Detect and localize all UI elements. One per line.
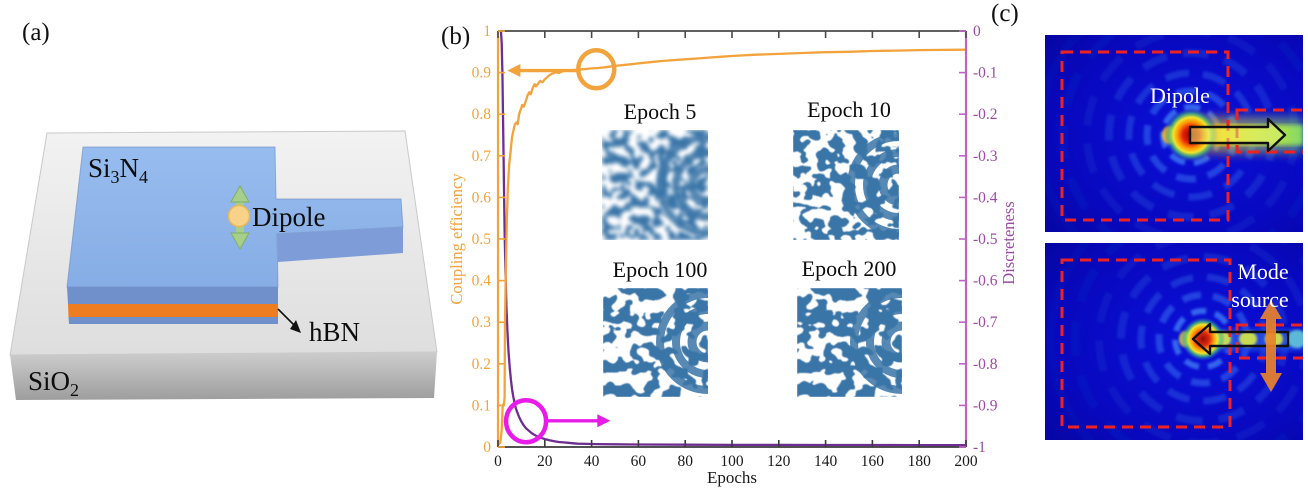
svg-text:0.5: 0.5 [472,231,492,248]
svg-text:-0.4: -0.4 [973,189,998,206]
substrate-front-face [10,352,437,400]
inset-title-epoch-10: Epoch 10 [807,97,891,122]
discreteness-curve [499,31,966,447]
svg-text:0.3: 0.3 [472,314,492,331]
svg-text:20: 20 [537,453,553,470]
svg-text:200: 200 [954,453,978,470]
field-map-mode-source: Mode source [1045,243,1303,440]
svg-text:0.1: 0.1 [472,397,491,414]
svg-text:-0.7: -0.7 [973,314,998,331]
hbn-label: hBN [309,317,360,347]
svg-text:0: 0 [973,23,981,40]
svg-text:0: 0 [483,439,491,456]
efficiency-callout-arrowhead-icon [507,64,521,78]
svg-text:-0.5: -0.5 [973,231,998,248]
mode-source-label-line1: Mode [1237,259,1288,284]
svg-text:160: 160 [861,453,885,470]
svg-text:180: 180 [908,453,932,470]
svg-text:0.8: 0.8 [472,106,492,123]
svg-text:-0.8: -0.8 [973,356,998,373]
svg-text:140: 140 [814,453,838,470]
panel-c-label: (c) [991,0,1019,27]
svg-text:-1: -1 [973,439,986,456]
svg-text:-0.9: -0.9 [973,397,998,414]
hbn-layer [68,304,278,317]
svg-text:-0.1: -0.1 [973,65,998,82]
discreteness-callout [503,397,611,445]
discreteness-callout-arrowhead-icon [597,414,611,428]
left-y-axis-label: Coupling efficiency [447,173,466,305]
sio2-label: SiO2 [28,366,79,400]
topology-pattern-epoch-10 [793,130,899,240]
panel-a-schematic: Si3N4 Dipole hBN SiO2 [9,130,438,400]
field-hotspot [1181,317,1225,361]
svg-text:120: 120 [767,453,791,470]
svg-text:0.2: 0.2 [472,356,491,373]
dipole-field-label: Dipole [1150,83,1210,108]
field-map-dipole: Dipole [1045,35,1303,232]
efficiency-callout [507,48,617,91]
svg-text:60: 60 [631,453,647,470]
mode-source-label-line2: source [1231,287,1288,312]
panel-b-label: (b) [441,23,471,50]
topology-pattern-epoch-5 [602,130,708,240]
inset-title-epoch-100: Epoch 100 [612,257,708,282]
dipole-marker [227,204,251,228]
inset-title-epoch-5: Epoch 5 [623,99,697,124]
propagation-arrow-right-icon [1188,117,1287,153]
svg-text:0.9: 0.9 [472,65,492,82]
right-y-axis-label: Discreteness [999,201,1018,284]
input-port-box [1235,323,1303,360]
slab-front-upper [67,287,278,304]
mode-polarization-arrow-icon [1260,300,1282,392]
svg-text:-0.3: -0.3 [973,148,998,165]
panel-a-label: (a) [22,19,50,46]
topology-pattern-epoch-100 [603,288,708,397]
design-region-box [1060,50,1230,222]
chart-plot-area: 0 20 40 60 80 100 120 140 160 180 200 0 0.1 0.2 0.3 0.4… [472,23,998,470]
x-axis-label: Epochs [707,468,757,487]
inset-title-epoch-200: Epoch 200 [801,256,897,281]
svg-text:0: 0 [494,453,502,470]
svg-text:-0.2: -0.2 [973,106,998,123]
coupling-efficiency-curve [497,48,967,446]
panel-b-chart: Epochs Coupling efficiency Discreteness … [447,23,1018,487]
svg-text:40: 40 [584,453,600,470]
discreteness-callout-circle-icon [503,397,549,445]
axis-ticks-and-labels: 0 20 40 60 80 100 120 140 160 180 200 0 0.1 0.2 0.3 0.4… [472,23,998,470]
hbn-callout-arrow-icon [277,308,301,333]
svg-text:-0.6: -0.6 [973,273,998,290]
svg-text:80: 80 [677,453,693,470]
dipole-label: Dipole [252,202,326,232]
svg-text:0.4: 0.4 [472,273,492,290]
svg-text:0.6: 0.6 [472,189,492,206]
si3n4-label: Si3N4 [88,153,148,187]
waveguide-front-face [277,227,403,262]
topology-pattern-epoch-200 [797,288,902,397]
design-region-box [1060,258,1232,429]
svg-text:1: 1 [483,23,491,40]
svg-text:100: 100 [720,453,744,470]
svg-text:0.7: 0.7 [472,148,492,165]
slab-front-lower [68,317,278,324]
